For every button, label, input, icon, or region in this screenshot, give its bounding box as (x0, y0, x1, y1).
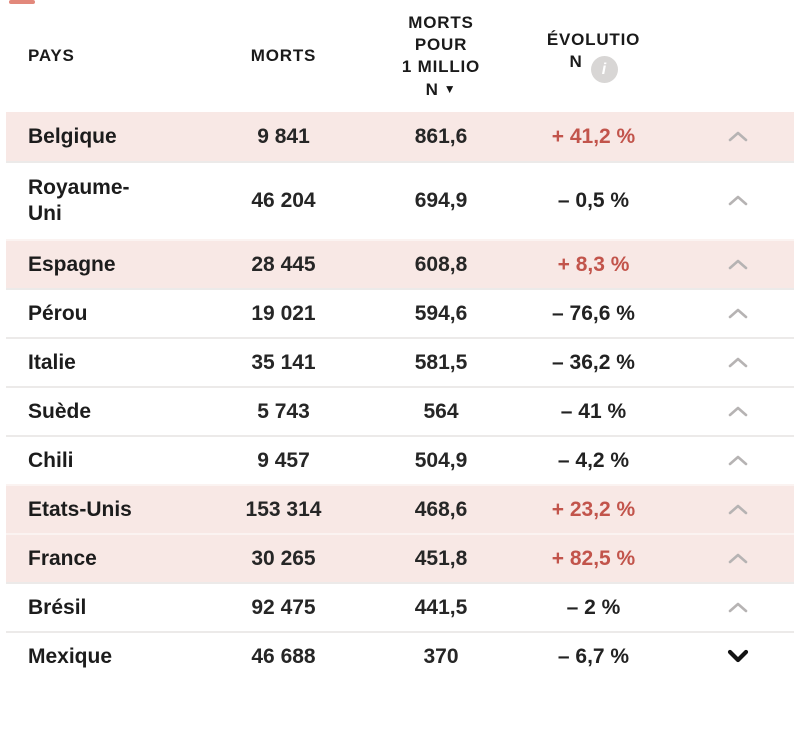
chevron-up-icon[interactable] (724, 547, 752, 569)
table-row: Etats-Unis 153 314 468,6 + 23,2 % (6, 484, 794, 533)
deaths-per-million-cell: 451,8 (414, 546, 468, 570)
row-expand-cell (681, 449, 794, 473)
chevron-up-icon[interactable] (724, 400, 752, 422)
chevron-up-icon[interactable] (724, 253, 752, 275)
deaths-cell: 35 141 (251, 350, 316, 374)
evolution-cell: – 6,7 % (557, 644, 630, 668)
row-expand-cell (681, 189, 794, 213)
column-header-morts-pour-million-line: 1 MILLIO (401, 56, 481, 76)
sort-descending-icon[interactable]: ▼ (443, 81, 457, 96)
table-row: Mexique 46 688 370 – 6,7 % (6, 631, 794, 680)
country-cell: Suède (28, 399, 92, 423)
evolution-cell: + 23,2 % (551, 497, 636, 521)
column-header-morts-pour-million[interactable]: MORTS POUR 1 MILLIO N ▼ (376, 12, 506, 101)
column-header-morts-pour-million-line: POUR (414, 34, 468, 54)
evolution-cell: – 76,6 % (552, 301, 635, 325)
chevron-up-icon[interactable] (724, 302, 752, 324)
chevron-up-icon[interactable] (724, 498, 752, 520)
row-expand-cell (681, 253, 794, 277)
evolution-cell: – 0,5 % (557, 189, 630, 212)
deaths-cell: 46 204 (251, 189, 316, 212)
row-expand-cell (681, 400, 794, 424)
column-header-morts-label: MORTS (250, 46, 317, 65)
table-row: Royaume- Uni 46 204 694,9 – 0,5 % (6, 161, 794, 239)
deaths-cell: 92 475 (251, 595, 316, 619)
table-row: France 30 265 451,8 + 82,5 % (6, 533, 794, 582)
table-row: Pérou 19 021 594,6 – 76,6 % (6, 288, 794, 337)
chevron-up-icon[interactable] (724, 351, 752, 373)
deaths-per-million-cell: 468,6 (414, 497, 468, 521)
deaths-cell: 9 457 (257, 448, 310, 472)
country-cell: Etats-Unis (28, 497, 132, 521)
deaths-cell: 46 688 (251, 644, 316, 668)
evolution-cell: + 82,5 % (551, 546, 636, 570)
chevron-up-icon[interactable] (724, 190, 752, 212)
chevron-up-icon[interactable] (724, 125, 752, 147)
row-expand-cell (681, 547, 794, 571)
info-icon[interactable]: i (590, 56, 618, 84)
country-cell: Italie (28, 350, 76, 374)
table-row: Belgique 9 841 861,6 + 41,2 % (6, 112, 794, 161)
table-row: Brésil 92 475 441,5 – 2 % (6, 582, 794, 631)
deaths-cell: 153 314 (245, 497, 322, 521)
row-expand-cell (681, 596, 794, 620)
deaths-per-million-cell: 370 (423, 644, 459, 668)
country-cell: Mexique (28, 644, 113, 668)
country-cell: Chili (28, 448, 74, 472)
top-edge-red-mark (9, 0, 35, 4)
column-header-evolution-line: ÉVOLUTIO (546, 29, 641, 49)
deaths-per-million-cell: 441,5 (414, 595, 468, 619)
country-cell: Espagne (28, 252, 116, 276)
deaths-cell: 30 265 (251, 546, 316, 570)
deaths-cell: 19 021 (251, 301, 316, 325)
evolution-cell: – 36,2 % (552, 350, 635, 374)
table-row: Suède 5 743 564 – 41 % (6, 386, 794, 435)
row-expand-cell (681, 645, 794, 669)
deaths-per-million-cell: 564 (423, 399, 459, 423)
deaths-per-million-cell: 861,6 (414, 124, 468, 148)
chevron-up-icon[interactable] (724, 449, 752, 471)
column-header-morts-pour-million-line: N ▼ (425, 79, 457, 99)
table-row: Italie 35 141 581,5 – 36,2 % (6, 337, 794, 386)
table-row: Chili 9 457 504,9 – 4,2 % (6, 435, 794, 484)
column-header-morts[interactable]: MORTS (191, 45, 376, 67)
evolution-cell: – 2 % (566, 595, 621, 619)
row-expand-cell (681, 351, 794, 375)
country-cell: Pérou (28, 301, 88, 325)
country-cell: Royaume- Uni (28, 176, 130, 225)
country-cell: Belgique (28, 124, 117, 148)
deaths-per-million-cell: 581,5 (414, 350, 468, 374)
chevron-up-icon[interactable] (724, 596, 752, 618)
table-body: Belgique 9 841 861,6 + 41,2 % Royaume- Un… (6, 112, 794, 680)
deaths-per-million-cell: 694,9 (414, 189, 468, 212)
deaths-per-million-cell: 504,9 (414, 448, 468, 472)
evolution-cell: + 41,2 % (551, 124, 636, 148)
row-expand-cell (681, 498, 794, 522)
deaths-cell: 9 841 (257, 124, 310, 148)
row-expand-cell (681, 125, 794, 149)
chevron-down-icon[interactable] (724, 645, 752, 667)
table-header-row: PAYS MORTS MORTS POUR 1 MILLIO N ▼ ÉVOLUTIO N… (6, 0, 794, 112)
row-expand-cell (681, 302, 794, 326)
table-row: Espagne 28 445 608,8 + 8,3 % (6, 239, 794, 288)
country-cell: France (28, 546, 97, 570)
deaths-per-million-cell: 594,6 (414, 301, 468, 325)
evolution-cell: + 8,3 % (557, 252, 630, 276)
column-header-morts-pour-million-line: MORTS (408, 12, 474, 32)
deaths-per-million-cell: 608,8 (414, 252, 468, 276)
column-header-pays[interactable]: PAYS (6, 45, 191, 67)
column-header-pays-label: PAYS (28, 46, 75, 65)
deaths-cell: 5 743 (257, 399, 310, 423)
evolution-cell: – 4,2 % (557, 448, 630, 472)
deaths-cell: 28 445 (251, 252, 316, 276)
country-cell: Brésil (28, 595, 87, 619)
evolution-cell: – 41 % (560, 399, 627, 423)
covid-stats-table: PAYS MORTS MORTS POUR 1 MILLIO N ▼ ÉVOLUTIO N… (6, 0, 794, 680)
